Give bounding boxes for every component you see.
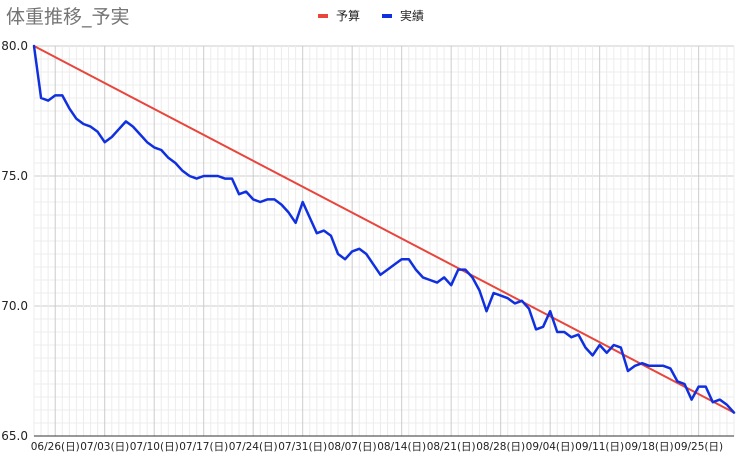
legend-swatch-budget xyxy=(318,13,328,18)
y-tick-label: 70.0 xyxy=(1,299,28,313)
x-tick-label: 07/17(日) xyxy=(179,441,228,453)
legend-label-budget: 予算 xyxy=(336,9,361,23)
legend-swatch-actual xyxy=(382,13,392,18)
legend-item-budget[interactable]: 予算 xyxy=(318,7,360,24)
y-tick-label: 65.0 xyxy=(1,429,28,443)
x-tick-label: 08/28(日) xyxy=(476,441,525,453)
x-tick-label: 09/25(日) xyxy=(674,441,723,453)
x-tick-label: 09/04(日) xyxy=(526,441,575,453)
legend-label-actual: 実績 xyxy=(400,9,425,23)
series-line-budget xyxy=(33,45,735,414)
x-tick-label: 08/07(日) xyxy=(328,441,377,453)
x-tick-label: 07/10(日) xyxy=(130,441,179,453)
x-tick-label: 07/31(日) xyxy=(278,441,327,453)
x-tick-label: 08/14(日) xyxy=(377,441,426,453)
y-tick-label: 80.0 xyxy=(1,39,28,53)
x-tick-label: 06/26(日) xyxy=(31,441,80,453)
chart-title: 体重推移_予実 xyxy=(6,6,130,28)
x-tick-label: 09/18(日) xyxy=(625,441,674,453)
y-tick-label: 75.0 xyxy=(1,169,28,183)
x-tick-label: 08/21(日) xyxy=(427,441,476,453)
legend-item-actual[interactable]: 実績 xyxy=(382,7,424,24)
series-line-actual xyxy=(32,44,736,414)
x-tick-label: 07/24(日) xyxy=(229,441,278,453)
x-tick-label: 09/11(日) xyxy=(575,441,624,453)
x-tick-label: 07/03(日) xyxy=(80,441,129,453)
